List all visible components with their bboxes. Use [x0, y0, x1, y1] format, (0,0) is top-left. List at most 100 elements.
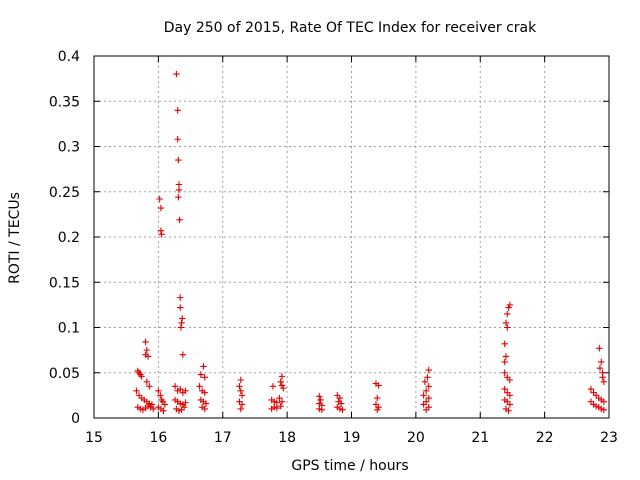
data-point: [177, 385, 184, 393]
data-point: [424, 374, 431, 381]
data-point: [197, 371, 205, 378]
data-point: [506, 392, 514, 399]
x-tick-label: 21: [471, 430, 489, 446]
data-point: [201, 405, 208, 413]
data-point: [374, 394, 381, 402]
data-point: [318, 406, 326, 414]
data-point: [157, 204, 165, 212]
data-point: [375, 403, 382, 411]
data-point: [238, 401, 246, 408]
data-point: [146, 383, 153, 390]
data-point: [175, 156, 182, 164]
data-point: [502, 353, 510, 360]
data-point: [180, 403, 188, 411]
data-point: [278, 398, 286, 405]
data-point: [160, 407, 167, 414]
data-point: [501, 385, 508, 393]
x-tick-label: 20: [407, 430, 425, 446]
data-point: [425, 383, 432, 390]
data-point: [158, 231, 165, 238]
data-point: [174, 107, 181, 114]
data-point: [501, 358, 508, 366]
data-point: [338, 400, 345, 407]
y-tick-label: 0: [71, 411, 80, 427]
data-point: [600, 398, 608, 405]
data-point: [200, 363, 207, 370]
y-tick-label: 0.3: [58, 140, 80, 156]
data-point: [175, 181, 183, 188]
data-point: [175, 186, 183, 194]
data-point: [278, 373, 286, 380]
y-tick-label: 0.2: [58, 230, 80, 246]
data-point: [176, 216, 183, 224]
data-point: [196, 383, 203, 390]
data-point: [171, 383, 179, 390]
data-point: [273, 404, 281, 412]
data-point: [501, 369, 508, 376]
data-point: [157, 227, 165, 234]
data-point: [178, 319, 185, 327]
data-point: [237, 376, 244, 384]
data-point: [587, 385, 595, 393]
x-tick-label: 19: [343, 430, 361, 446]
x-tick-label: 18: [278, 430, 296, 446]
data-point: [148, 401, 156, 408]
data-point: [138, 373, 145, 380]
data-point: [157, 392, 164, 399]
data-point: [237, 387, 244, 395]
data-point: [201, 374, 208, 381]
x-tick-label: 16: [149, 430, 167, 446]
data-point: [501, 340, 508, 347]
data-point: [316, 393, 323, 400]
axis-ticks: [93, 55, 610, 419]
x-axis-label: GPS time / hours: [291, 458, 408, 474]
data-point: [505, 407, 512, 414]
data-point: [600, 406, 608, 414]
data-point: [600, 378, 608, 385]
data-point: [596, 365, 604, 372]
data-point: [336, 394, 344, 402]
x-tick-labels: 15 16 17 18 19 20 21 22 23: [85, 430, 618, 446]
data-point: [143, 346, 150, 354]
x-tick-label: 17: [214, 430, 232, 446]
data-point: [156, 195, 163, 203]
x-tick-label: 15: [85, 430, 103, 446]
data-point: [506, 301, 514, 309]
data-point: [339, 406, 346, 414]
data-point: [422, 387, 430, 395]
x-tick-label: 23: [600, 430, 618, 446]
data-point: [506, 376, 514, 384]
data-point: [280, 384, 287, 392]
data-point: [421, 378, 429, 385]
data-point: [506, 401, 514, 408]
y-tick-label: 0.15: [49, 275, 80, 291]
data-point: [504, 324, 511, 331]
y-tick-label: 0.25: [49, 185, 80, 201]
data-point: [173, 70, 180, 78]
x-tick-label: 22: [536, 430, 554, 446]
data-point: [155, 387, 162, 395]
data-point: [502, 319, 510, 327]
data-point: [150, 405, 157, 413]
data-point: [144, 353, 152, 360]
data-point: [425, 366, 432, 374]
data-point: [422, 406, 430, 414]
data-point: [375, 382, 382, 389]
data-point: [277, 403, 284, 410]
data-point: [276, 394, 283, 402]
data-point: [238, 392, 246, 399]
data-point: [202, 400, 210, 407]
y-tick-label: 0.1: [58, 321, 80, 337]
data-point: [142, 338, 149, 346]
data-point: [596, 345, 603, 352]
data-point: [143, 378, 150, 385]
data-point: [317, 396, 324, 404]
y-tick-label: 0.05: [49, 366, 80, 382]
data-point: [174, 136, 181, 143]
data-point: [504, 310, 511, 318]
y-axis-label: ROTI / TECUs: [7, 192, 23, 284]
data-point: [237, 405, 244, 413]
data-point: [178, 315, 186, 322]
data-point: [505, 304, 512, 311]
